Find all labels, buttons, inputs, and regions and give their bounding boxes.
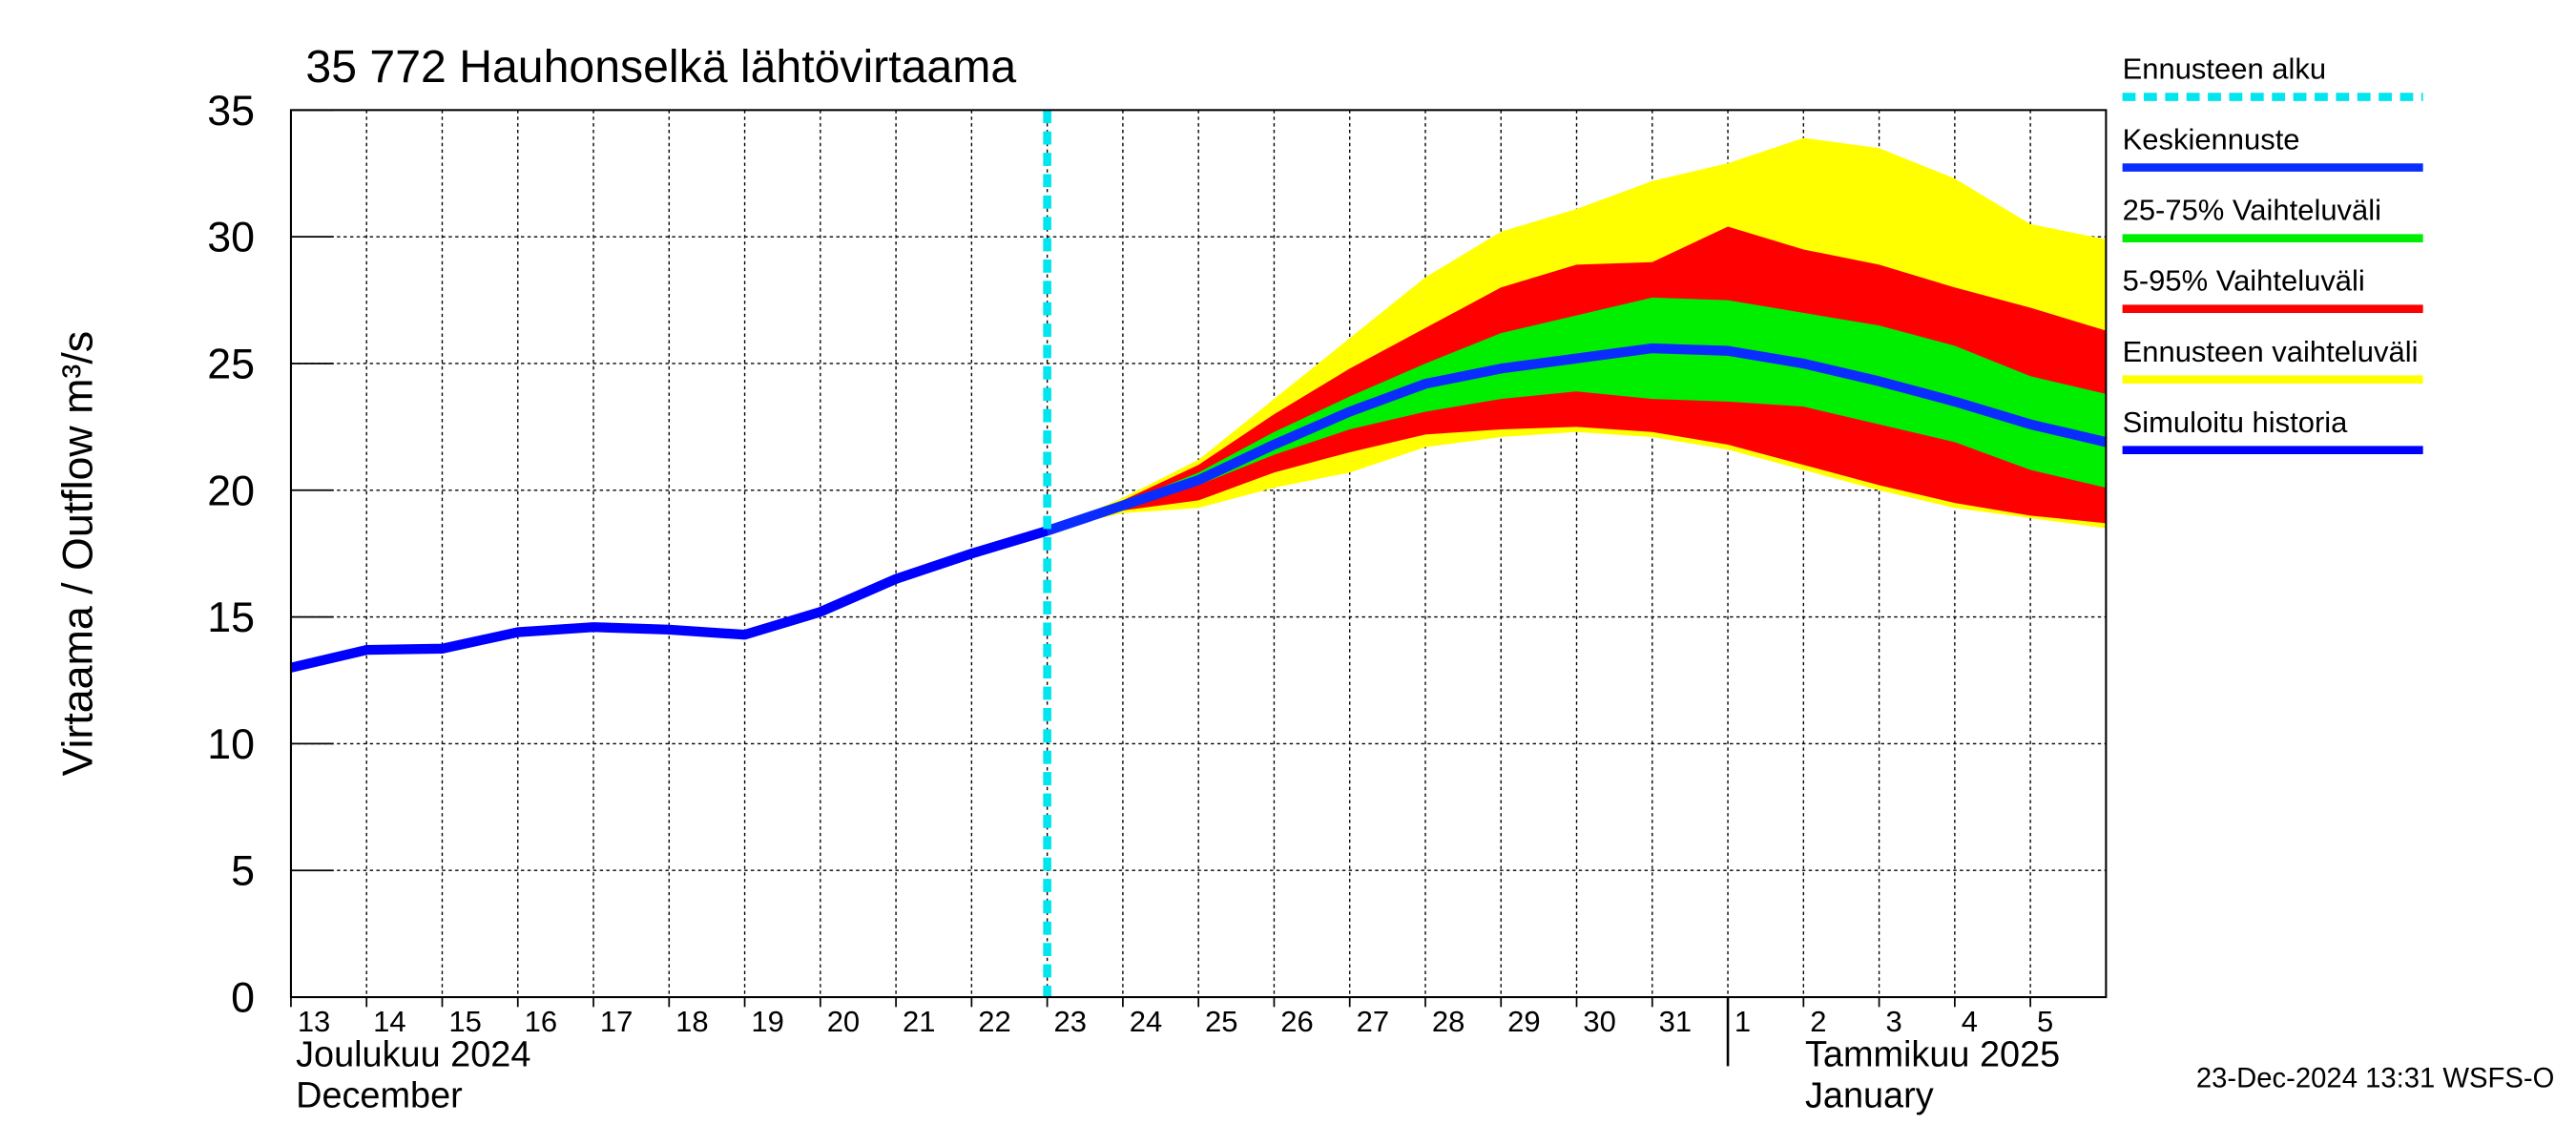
x-tick-label: 17: [600, 1005, 633, 1038]
y-axis-label: Virtaama / Outflow m³/s: [54, 331, 102, 777]
x-tick-label: 18: [675, 1005, 708, 1038]
x-tick-label: 13: [298, 1005, 330, 1038]
chart-title: 35 772 Hauhonselkä lähtövirtaama: [305, 41, 1016, 93]
month-label: January: [1805, 1075, 1934, 1115]
x-tick-label: 27: [1357, 1005, 1389, 1038]
x-tick-label: 3: [1885, 1005, 1901, 1038]
x-tick-label: 26: [1280, 1005, 1313, 1038]
legend-label: Simuloitu historia: [2123, 406, 2349, 439]
legend-label: 25-75% Vaihteluväli: [2123, 194, 2381, 227]
line: [289, 526, 1049, 673]
x-tick-label: 1: [1735, 1005, 1751, 1038]
x-tick-label: 19: [751, 1005, 783, 1038]
y-tick-label: 0: [231, 974, 255, 1022]
y-tick-label: 30: [207, 214, 255, 261]
line: [1045, 343, 2108, 536]
plot-frame: [289, 109, 2108, 999]
footer: 23-Dec-2024 13:31 WSFS-O: [2196, 1064, 2555, 1094]
legend-label: Ennusteen vaihteluväli: [2123, 335, 2419, 368]
month-label: December: [296, 1075, 463, 1115]
legend-label: Keskiennuste: [2123, 123, 2300, 156]
x-tick-label: 31: [1659, 1005, 1692, 1038]
x-tick-label: 14: [373, 1005, 405, 1038]
x-tick-label: 5: [2037, 1005, 2053, 1038]
y-tick-label: 25: [207, 340, 255, 387]
x-tick-label: 15: [448, 1005, 481, 1038]
x-tick-label: 21: [903, 1005, 935, 1038]
x-tick-label: 25: [1205, 1005, 1237, 1038]
y-tick-label: 20: [207, 467, 255, 514]
x-tick-label: 23: [1054, 1005, 1087, 1038]
y-tick-label: 15: [207, 593, 255, 641]
month-label: Joulukuu 2024: [296, 1034, 530, 1074]
legend-label: 5-95% Vaihteluväli: [2123, 264, 2365, 298]
x-tick-label: 20: [827, 1005, 860, 1038]
x-tick-label: 28: [1432, 1005, 1465, 1038]
x-tick-label: 16: [525, 1005, 557, 1038]
x-tick-label: 2: [1810, 1005, 1826, 1038]
x-tick-label: 29: [1507, 1005, 1540, 1038]
y-tick-label: 35: [207, 87, 255, 135]
month-label: Tammikuu 2025: [1805, 1034, 2060, 1074]
x-tick-label: 30: [1583, 1005, 1615, 1038]
x-tick-label: 4: [1962, 1005, 1978, 1038]
band: [1047, 297, 2107, 531]
y-tick-label: 10: [207, 720, 255, 768]
x-tick-label: 24: [1130, 1005, 1162, 1038]
x-tick-label: 22: [978, 1005, 1010, 1038]
legend-label: Ennusteen alku: [2123, 52, 2327, 86]
y-tick-label: 5: [231, 847, 255, 895]
